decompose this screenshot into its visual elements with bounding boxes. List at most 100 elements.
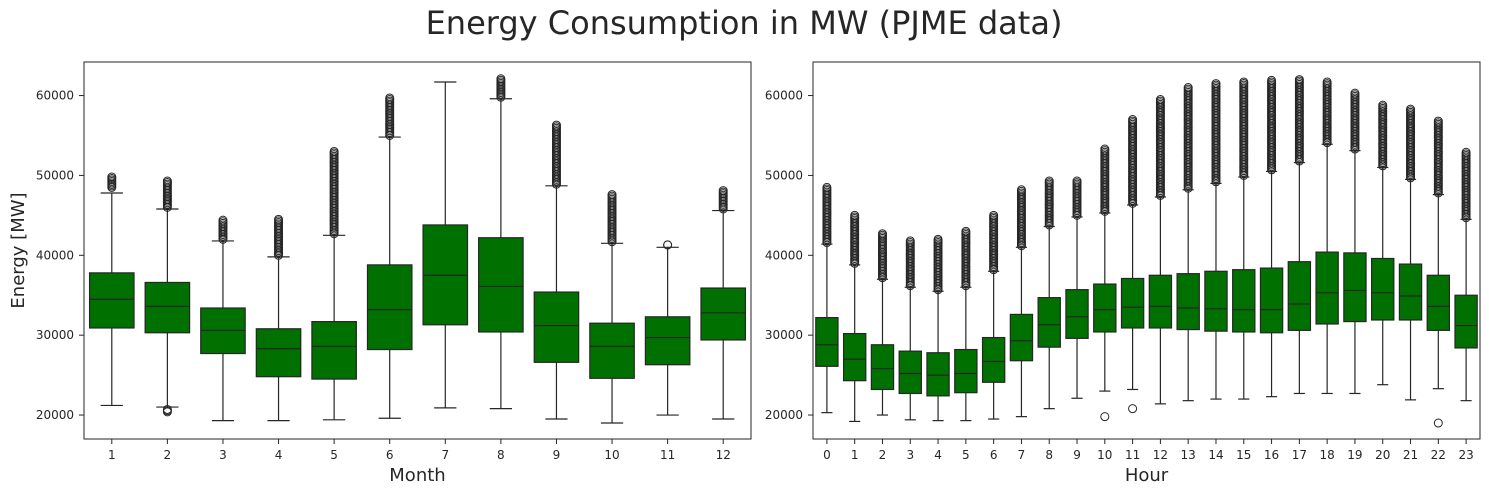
month-x-axis-label: Month — [389, 465, 445, 486]
hour-box-23 — [1454, 147, 1478, 402]
month-iqr-box — [366, 264, 413, 351]
hour-outlier-high — [1406, 104, 1416, 114]
hour-xtick-label: 3 — [906, 448, 914, 462]
hour-box-14 — [1204, 79, 1228, 400]
hour-iqr-box — [1371, 257, 1395, 321]
hour-xtick-label: 13 — [1181, 448, 1196, 462]
month-ytick-label: 30000 — [36, 328, 74, 342]
hour-xtick-label: 6 — [990, 448, 998, 462]
month-box-10 — [589, 190, 635, 424]
hour-iqr-box — [1176, 273, 1200, 331]
hour-iqr-box — [926, 352, 950, 397]
hour-outlier-high — [933, 234, 943, 244]
month-ytick-label: 50000 — [36, 168, 74, 182]
hour-box-18 — [1315, 77, 1339, 395]
hour-iqr-box — [898, 350, 922, 395]
month-box-11 — [644, 240, 691, 416]
hour-xtick-label: 11 — [1125, 448, 1140, 462]
hour-ytick-label: 50000 — [765, 168, 803, 182]
figure-title: Energy Consumption in MW (PJME data) — [426, 4, 1063, 42]
hour-xtick-label: 12 — [1153, 448, 1168, 462]
hour-outlier-high — [989, 210, 999, 220]
month-plot-frame — [83, 61, 752, 440]
hour-outlier-high — [1128, 115, 1138, 125]
month-xtick-label: 4 — [275, 448, 283, 462]
hour-box-19 — [1343, 88, 1367, 395]
hour-iqr-box — [981, 336, 1006, 383]
hour-ytick-label: 20000 — [765, 408, 803, 422]
month-ytick-label: 40000 — [36, 248, 74, 262]
hour-box-20 — [1371, 100, 1395, 386]
hour-iqr-box — [870, 344, 895, 391]
month-box-5 — [311, 146, 357, 421]
hour-iqr-box — [1426, 274, 1451, 331]
hour-box-2 — [870, 229, 895, 416]
month-xtick-label: 12 — [716, 448, 731, 462]
hour-box-17 — [1287, 75, 1312, 395]
hour-box-1 — [842, 210, 867, 423]
month-box-12 — [700, 186, 747, 420]
hour-box-7 — [1009, 185, 1034, 418]
hour-xtick-label: 2 — [879, 448, 887, 462]
hour-outlier-high — [850, 210, 860, 220]
hour-box-13 — [1176, 83, 1200, 402]
hour-iqr-box — [815, 316, 839, 367]
hour-iqr-box — [1287, 261, 1312, 331]
hour-xtick-label: 5 — [962, 448, 970, 462]
hour-outlier-high — [1294, 75, 1304, 85]
month-box-9 — [533, 120, 580, 420]
month-outlier-high — [162, 176, 172, 186]
hour-outlier-high — [1433, 116, 1443, 126]
hour-box-4 — [926, 234, 950, 422]
month-iqr-box — [255, 328, 302, 378]
month-box-1 — [88, 172, 135, 407]
hour-box-12 — [1148, 95, 1173, 405]
hour-outlier-high — [1072, 176, 1082, 186]
hour-outlier-high — [1016, 185, 1026, 195]
hour-outlier-high — [1239, 77, 1249, 87]
month-box-8 — [478, 74, 524, 410]
hour-iqr-box — [1259, 267, 1284, 334]
hour-outlier-high — [1155, 95, 1165, 105]
month-xtick-label: 11 — [660, 448, 675, 462]
month-outlier-high — [718, 186, 728, 196]
hour-iqr-box — [1120, 277, 1145, 329]
hour-box-22 — [1426, 116, 1451, 428]
hour-xtick-label: 1 — [851, 448, 859, 462]
hour-box-8 — [1037, 176, 1061, 410]
month-xtick-label: 10 — [604, 448, 619, 462]
month-outlier-high — [663, 240, 673, 250]
month-box-3 — [200, 215, 246, 422]
hour-xtick-label: 7 — [1018, 448, 1026, 462]
hour-iqr-box — [1204, 270, 1228, 332]
hour-box-16 — [1259, 75, 1284, 398]
month-outlier-high — [218, 215, 228, 225]
month-xtick-label: 8 — [497, 448, 505, 462]
hour-box-21 — [1398, 104, 1423, 401]
hour-box-5 — [954, 226, 978, 422]
hour-outlier-high — [1211, 79, 1221, 89]
month-outlier-high — [385, 93, 395, 103]
month-outlier-high — [551, 120, 561, 130]
hour-box-10 — [1093, 144, 1117, 422]
hour-iqr-box — [1343, 252, 1367, 323]
hour-xtick-label: 10 — [1097, 448, 1112, 462]
hour-box-0 — [815, 182, 839, 414]
month-xtick-label: 3 — [219, 448, 227, 462]
hour-iqr-box — [954, 348, 978, 394]
month-y-axis-label: Energy [MW] — [8, 192, 29, 308]
hour-box-9 — [1065, 176, 1089, 399]
hour-x-axis-label: Hour — [1125, 465, 1169, 486]
hour-box-3 — [898, 236, 922, 421]
hour-outlier-high — [1350, 88, 1360, 98]
hour-outlier-high — [961, 226, 971, 236]
hour-iqr-box — [1093, 283, 1117, 333]
hour-outlier-high — [905, 236, 915, 246]
hour-iqr-box — [1065, 289, 1089, 339]
hour-xtick-label: 8 — [1045, 448, 1053, 462]
hour-iqr-box — [1148, 274, 1173, 329]
hour-xtick-label: 21 — [1403, 448, 1418, 462]
